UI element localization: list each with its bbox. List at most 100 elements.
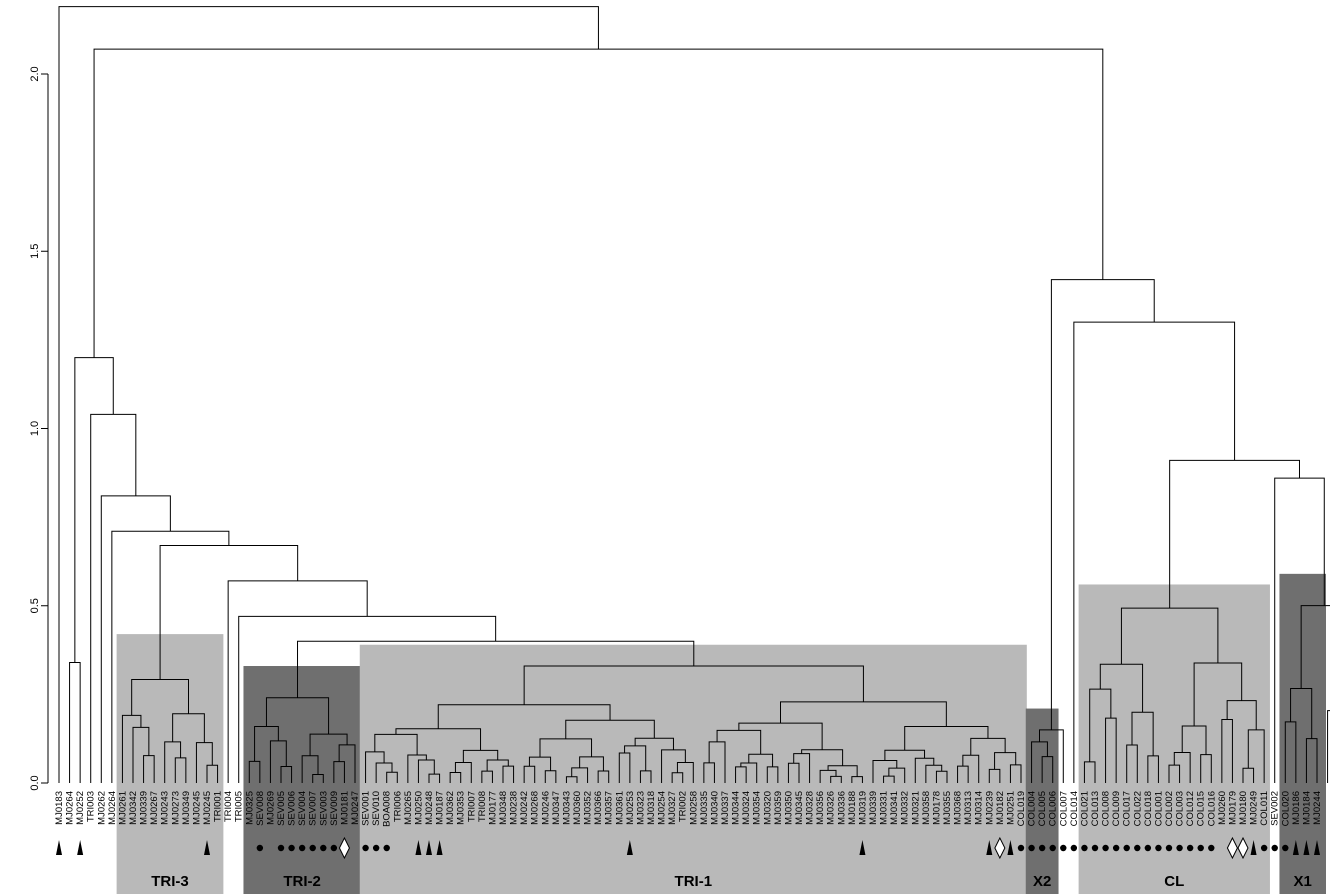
leaf-label: MJ0313	[963, 791, 974, 825]
leaf-label: SEV009	[329, 791, 340, 826]
leaf-label: MJ0320	[762, 791, 773, 825]
diamond-marker	[338, 836, 350, 860]
dot-marker	[383, 844, 390, 852]
leaf-label: MJ0245	[191, 791, 202, 825]
leaf-label: MJ0331	[879, 791, 890, 825]
y-tick-label: 0.0	[29, 775, 41, 790]
dendrogram-link	[962, 754, 980, 783]
leaf-label: TRI008	[477, 791, 488, 822]
dendrogram-link	[1200, 754, 1212, 783]
dendrogram-link	[676, 761, 694, 783]
triangle-marker	[436, 840, 443, 855]
dot-marker	[1123, 844, 1130, 852]
cluster-label: X1	[1294, 873, 1312, 890]
leaf-label: MJ0184	[1301, 791, 1312, 825]
leaf-label: MJ0339	[139, 791, 150, 825]
dot-marker	[1176, 844, 1183, 852]
dendrogram-link	[738, 722, 823, 750]
leaf-label: COL012	[1185, 791, 1196, 826]
dendrogram-link	[164, 741, 182, 783]
dendrogram-link	[579, 756, 604, 772]
leaf-label: MJ0327	[667, 791, 678, 825]
leaf-label: MJ0177	[487, 791, 498, 825]
leaf-label: MJ0344	[731, 791, 742, 825]
leaf-label: MJ0337	[720, 791, 731, 825]
leaf-label: MJ0187	[435, 791, 446, 825]
leaf-label: MJ0349	[181, 791, 192, 825]
dendrogram-link	[565, 776, 578, 783]
leaf-label: BOA008	[382, 791, 393, 827]
leaf-label: MJ0238	[509, 791, 520, 825]
dendrogram-link	[1105, 717, 1117, 783]
dot-marker	[1070, 844, 1078, 852]
triangle-marker	[1250, 840, 1257, 855]
dendrogram-link	[872, 759, 898, 783]
leaf-label: COL014	[1069, 791, 1080, 826]
cluster-labels: TRI-3 TRI-2 TRI-1 X2 CL X1	[151, 873, 1312, 890]
dendrogram-link	[174, 757, 187, 783]
leaf-label: SEV007	[308, 791, 319, 826]
leaf-label: MJ0248	[424, 791, 435, 825]
dendrogram-link	[634, 737, 674, 750]
dendrogram-link	[1083, 761, 1096, 783]
leaf-label: MJ0258	[688, 791, 699, 825]
leaf-label: MJ0358	[921, 791, 932, 825]
dendrogram-link	[338, 744, 356, 783]
leaf-label: MJ0262	[96, 791, 107, 825]
dot-marker	[1271, 844, 1278, 852]
leaf-label: MJ0268	[530, 791, 541, 825]
dot-marker	[1134, 844, 1141, 852]
leaf-label: MJ0188	[847, 791, 858, 825]
leaf-label: MJ0325	[244, 791, 255, 825]
dendrogram-link	[365, 751, 385, 783]
dot-marker	[1017, 844, 1025, 852]
leaf-label: MJ0342	[128, 791, 139, 825]
leaf-label: MJ0328	[805, 791, 816, 825]
triangle-marker	[986, 840, 993, 855]
dendrogram-link	[740, 762, 758, 783]
triangle-marker	[859, 840, 866, 855]
dot-marker	[1197, 844, 1204, 852]
dot-marker	[277, 844, 285, 852]
triangle-marker	[426, 840, 432, 855]
cluster-label: TRI-2	[283, 873, 321, 890]
dot-marker	[256, 844, 264, 852]
leaf-label: MJ0265	[403, 791, 414, 825]
diamond-marker	[1226, 836, 1238, 860]
dendrogram-link	[1031, 741, 1048, 783]
dendrogram-link	[1305, 738, 1318, 783]
cluster-label: CL	[1164, 873, 1184, 890]
leaf-label: MJ0267	[149, 791, 160, 825]
dendrogram-link	[904, 725, 989, 751]
leaf-label: COL011	[1259, 791, 1270, 826]
leaf-label: MJ0361	[614, 791, 625, 825]
y-tick-label: 1.0	[29, 421, 41, 436]
leaf-label: SEV001	[361, 791, 372, 826]
leaf-label: TRI006	[392, 791, 403, 822]
leaf-label: MJ0336	[836, 791, 847, 825]
leaf-label: MJ0323	[635, 791, 646, 825]
leaf-label: MJ0260	[1217, 791, 1228, 825]
triangle-marker	[626, 840, 633, 855]
leaf-label: MJ0362	[445, 791, 456, 825]
y-tick-label: 2.0	[29, 66, 41, 81]
dendrogram-link	[1327, 710, 1330, 783]
dendrogram-link	[544, 770, 557, 783]
leaf-label: TRI007	[466, 791, 477, 822]
leaf-label: MJ0245	[202, 791, 213, 825]
cluster-label: TRI-1	[675, 873, 713, 890]
dot-marker	[1112, 844, 1120, 852]
leaf-label: MJ0242	[519, 791, 530, 825]
triangle-marker	[415, 840, 422, 855]
leaf-label: MJ0347	[551, 791, 562, 825]
leaf-label: COL009	[1111, 791, 1122, 826]
dendrogram-link	[523, 665, 864, 705]
dendrogram-link	[333, 761, 345, 783]
leaf-label: MJ0180	[1238, 791, 1249, 825]
dot-marker	[309, 844, 316, 852]
leaf-label: SEV004	[297, 791, 308, 826]
dendrogram-link	[195, 742, 213, 783]
dot-marker	[1102, 844, 1109, 852]
leaf-label: COL017	[1122, 791, 1133, 826]
dot-marker	[1282, 844, 1289, 852]
